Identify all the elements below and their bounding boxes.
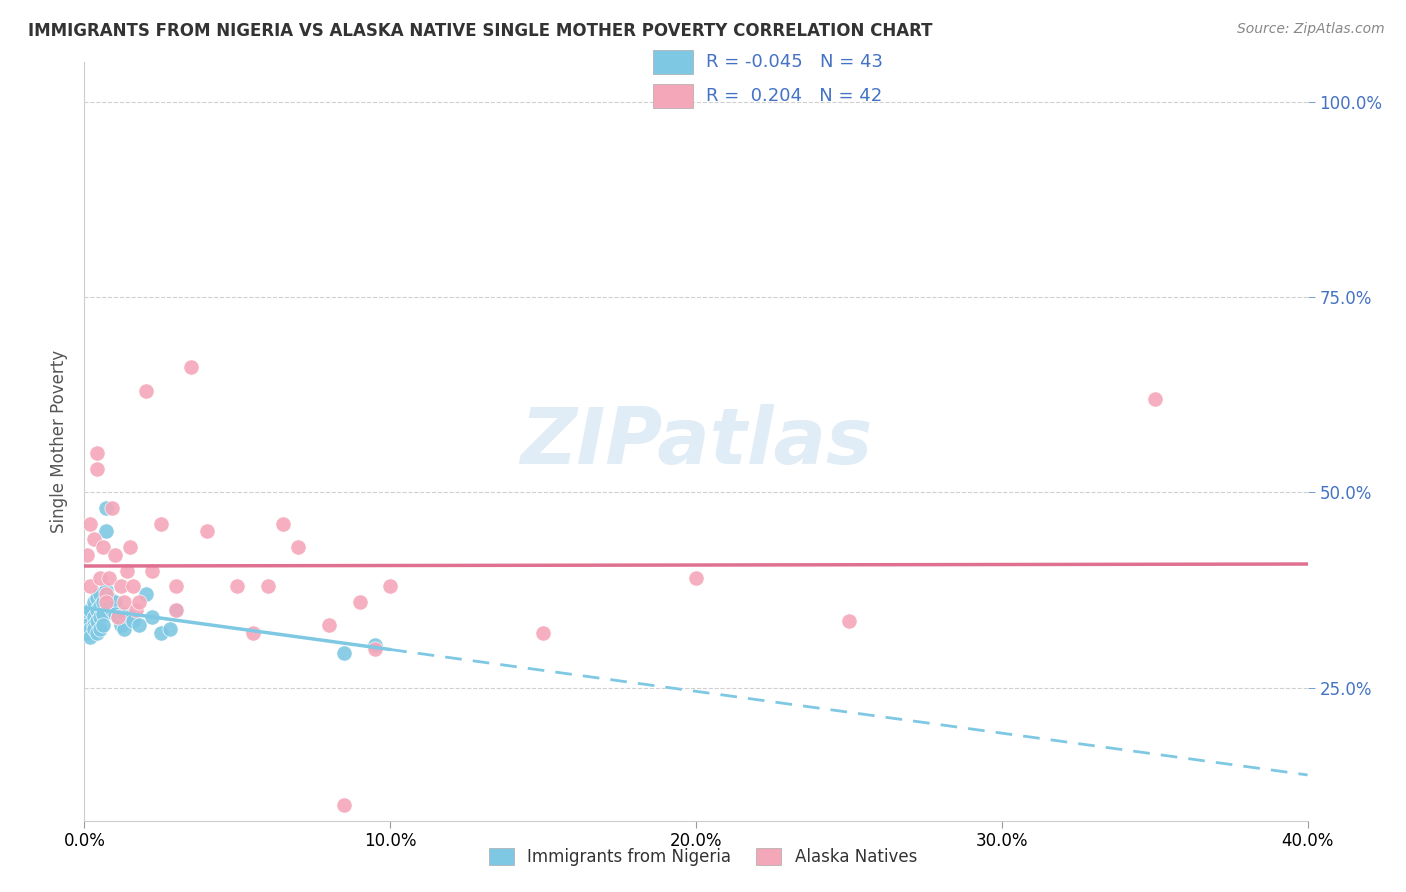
Y-axis label: Single Mother Poverty: Single Mother Poverty <box>51 350 69 533</box>
Point <box>104 548 127 562</box>
Bar <box>652 50 693 74</box>
Point <box>86 591 108 605</box>
Point <box>94 595 117 609</box>
Point <box>115 564 138 578</box>
Point <box>141 610 163 624</box>
Bar <box>652 84 693 109</box>
Point <box>91 540 114 554</box>
Point <box>287 540 309 554</box>
Point <box>128 618 150 632</box>
Point <box>79 579 101 593</box>
Point <box>94 582 117 597</box>
Point <box>97 591 120 605</box>
Point <box>531 626 554 640</box>
Point <box>159 622 181 636</box>
Point <box>112 622 135 636</box>
Point <box>125 602 148 616</box>
Point <box>104 607 127 621</box>
Point <box>91 618 114 632</box>
Point <box>364 638 387 652</box>
Text: R = -0.045   N = 43: R = -0.045 N = 43 <box>706 54 883 71</box>
Point <box>135 384 157 398</box>
Point <box>79 622 101 636</box>
Point <box>226 579 249 593</box>
Point <box>1143 392 1166 406</box>
Point <box>128 595 150 609</box>
Point <box>135 587 157 601</box>
Point <box>83 618 105 632</box>
Point <box>76 548 98 562</box>
Point <box>104 595 127 609</box>
Text: Source: ZipAtlas.com: Source: ZipAtlas.com <box>1237 22 1385 37</box>
Point <box>271 516 294 531</box>
Point <box>112 607 135 621</box>
Point <box>257 579 280 593</box>
Point <box>86 446 108 460</box>
Point <box>364 641 387 656</box>
Point <box>349 595 371 609</box>
Point <box>83 622 105 636</box>
Point <box>122 615 145 629</box>
Point <box>83 595 105 609</box>
Point <box>165 602 187 616</box>
Point <box>685 571 707 585</box>
Point <box>76 607 98 621</box>
Point <box>86 602 108 616</box>
Point <box>149 626 172 640</box>
Point <box>97 571 120 585</box>
Point <box>94 587 117 601</box>
Point <box>101 602 124 616</box>
Point <box>89 610 111 624</box>
Point <box>107 610 129 624</box>
Point <box>165 602 187 616</box>
Point <box>94 524 117 539</box>
Point <box>165 579 187 593</box>
Point <box>89 622 111 636</box>
Point <box>76 626 98 640</box>
Point <box>149 516 172 531</box>
Point <box>110 579 132 593</box>
Point <box>195 524 218 539</box>
Point <box>180 360 202 375</box>
Point <box>86 615 108 629</box>
Text: IMMIGRANTS FROM NIGERIA VS ALASKA NATIVE SINGLE MOTHER POVERTY CORRELATION CHART: IMMIGRANTS FROM NIGERIA VS ALASKA NATIVE… <box>28 22 932 40</box>
Point <box>110 618 132 632</box>
Point <box>86 462 108 476</box>
Text: R =  0.204   N = 42: R = 0.204 N = 42 <box>706 87 882 105</box>
Point <box>141 564 163 578</box>
Point <box>89 599 111 613</box>
Legend: Immigrants from Nigeria, Alaska Natives: Immigrants from Nigeria, Alaska Natives <box>481 840 925 875</box>
Point <box>83 533 105 547</box>
Point <box>83 610 105 624</box>
Point <box>89 571 111 585</box>
Point <box>86 626 108 640</box>
Point <box>94 500 117 515</box>
Point <box>112 595 135 609</box>
Point <box>79 516 101 531</box>
Point <box>838 615 860 629</box>
Point <box>76 618 98 632</box>
Point <box>91 595 114 609</box>
Point <box>97 599 120 613</box>
Point <box>318 618 340 632</box>
Point <box>79 630 101 644</box>
Point <box>120 540 142 554</box>
Point <box>120 610 142 624</box>
Point <box>122 579 145 593</box>
Point <box>107 610 129 624</box>
Point <box>89 587 111 601</box>
Text: ZIPatlas: ZIPatlas <box>520 403 872 480</box>
Point <box>79 602 101 616</box>
Point <box>242 626 264 640</box>
Point <box>101 500 124 515</box>
Point <box>380 579 402 593</box>
Point <box>91 607 114 621</box>
Point <box>333 797 356 812</box>
Point <box>333 646 356 660</box>
